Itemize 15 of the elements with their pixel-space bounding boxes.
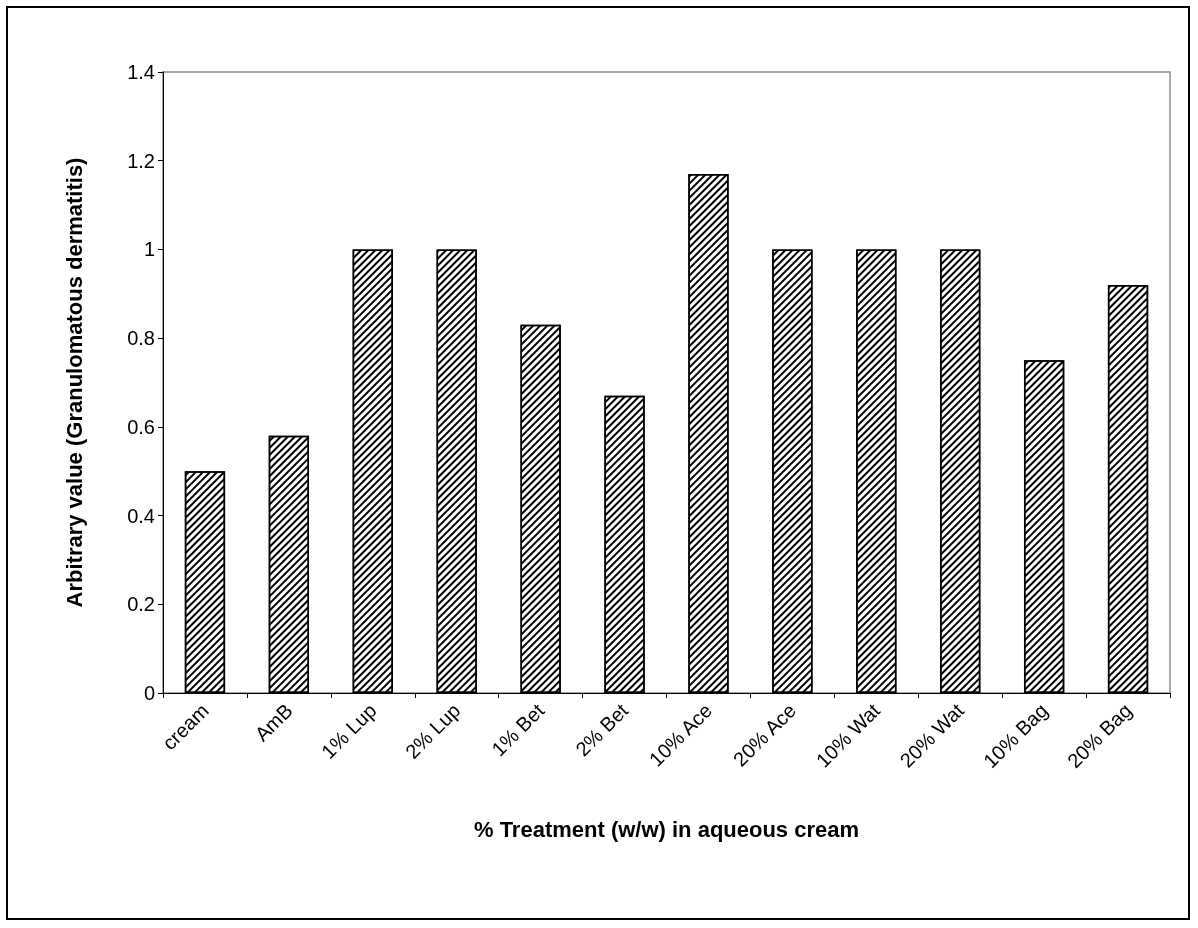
y-tick-label: 1.2 <box>127 149 155 172</box>
x-tick-label: 1% Bet <box>487 698 549 761</box>
y-tick-label: 1 <box>143 238 155 261</box>
x-tick-label: 2% Bet <box>571 698 633 761</box>
x-tick-label: 10% Bag <box>978 699 1052 773</box>
y-tick-label: 0.8 <box>127 327 155 350</box>
y-tick-label: 0.4 <box>127 504 155 527</box>
y-tick-label: 0.2 <box>127 593 155 616</box>
y-axis-title: Arbitrary value (Granulomatous dermatitis) <box>61 157 87 608</box>
y-tick-label: 0.6 <box>127 415 155 438</box>
y-tick-label: 1.4 <box>127 61 155 83</box>
x-tick-label: 2% Lup <box>401 699 465 763</box>
y-tick-label: 0 <box>143 682 155 704</box>
x-tick-label: 1% Lup <box>317 699 381 763</box>
x-axis-title: % Treatment (w/w) in aqueous cream <box>473 816 860 842</box>
